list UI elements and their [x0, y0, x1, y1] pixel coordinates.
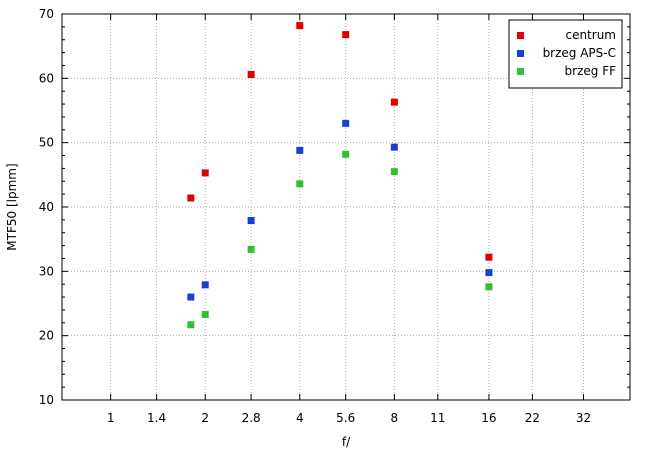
data-point-series-0: [201, 169, 209, 177]
data-points: [187, 22, 493, 329]
x-tick-label: 8: [391, 411, 399, 425]
x-tick-label: 22: [525, 411, 540, 425]
legend: centrum brzeg APS-C brzeg FF: [508, 19, 623, 89]
y-tick-label: 20: [39, 329, 54, 343]
y-axis-title: MTF50 [lpmm]: [5, 163, 19, 250]
data-point-series-1: [247, 217, 255, 225]
data-point-series-1: [342, 119, 350, 127]
data-point-series-0: [296, 22, 304, 30]
data-point-series-0: [485, 253, 493, 261]
y-tick-label: 70: [39, 7, 54, 21]
x-tick-label: 16: [481, 411, 496, 425]
legend-swatch: [517, 50, 524, 57]
y-tick-label: 10: [39, 393, 54, 407]
x-tick-label: 1: [107, 411, 115, 425]
x-tick-label: 11: [430, 411, 445, 425]
data-point-series-1: [187, 293, 195, 301]
data-point-series-2: [342, 150, 350, 158]
y-tick-labels: 10 20 30 40 50 60 70: [39, 7, 54, 407]
data-point-series-1: [485, 269, 493, 277]
legend-swatch: [517, 68, 524, 75]
legend-box: [508, 19, 623, 89]
x-tick-label: 1.4: [147, 411, 166, 425]
x-tick-label: 2: [201, 411, 209, 425]
data-point-series-1: [201, 281, 209, 289]
data-point-series-2: [187, 321, 195, 329]
y-tick-label: 40: [39, 200, 54, 214]
data-point-series-1: [296, 146, 304, 154]
data-point-series-0: [187, 194, 195, 202]
data-point-series-2: [485, 283, 493, 291]
data-point-series-1: [390, 143, 398, 151]
data-point-series-0: [390, 98, 398, 106]
x-tick-label: 4: [296, 411, 304, 425]
y-tick-label: 50: [39, 136, 54, 150]
data-point-series-0: [342, 31, 350, 39]
y-tick-label: 60: [39, 71, 54, 85]
x-tick-label: 5.6: [336, 411, 355, 425]
x-tick-labels: 1 1.4 2 2.8 4 5.6 8 11 16 22 32: [107, 411, 591, 425]
legend-label: brzeg APS-C: [543, 46, 616, 60]
x-tick-label: 32: [576, 411, 591, 425]
data-point-series-2: [201, 310, 209, 318]
y-tick-label: 30: [39, 264, 54, 278]
legend-label: centrum: [565, 28, 616, 42]
legend-label: brzeg FF: [565, 64, 617, 78]
grid-layer: [62, 14, 630, 400]
data-point-series-2: [247, 245, 255, 253]
plot-frame: [61, 13, 631, 401]
data-point-series-2: [390, 168, 398, 176]
data-point-series-0: [247, 70, 255, 78]
x-tick-label: 2.8: [242, 411, 261, 425]
data-point-series-2: [296, 180, 304, 188]
x-axis-title: f/: [342, 435, 351, 449]
legend-swatch: [517, 32, 524, 39]
